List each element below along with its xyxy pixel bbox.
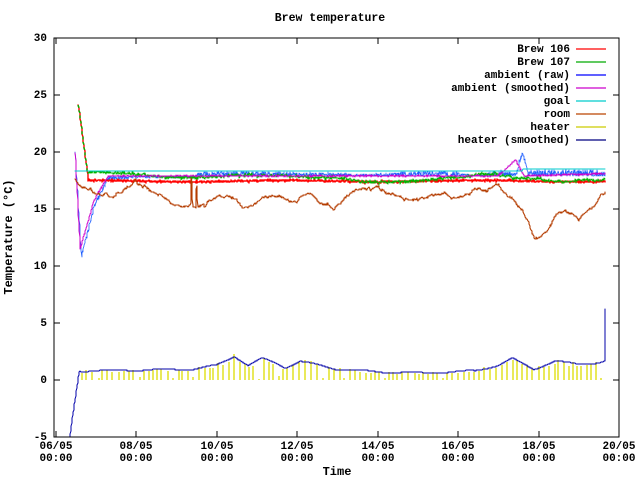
svg-text:00:00: 00:00 (280, 453, 313, 465)
svg-text:ambient (raw): ambient (raw) (484, 70, 570, 82)
svg-text:room: room (544, 109, 571, 121)
svg-text:Brew 106: Brew 106 (517, 44, 570, 56)
svg-text:5: 5 (40, 318, 47, 330)
svg-text:goal: goal (544, 96, 571, 108)
svg-text:Brew 107: Brew 107 (517, 57, 570, 69)
svg-text:14/05: 14/05 (361, 441, 394, 453)
svg-text:25: 25 (34, 90, 48, 102)
svg-text:00:00: 00:00 (602, 453, 635, 465)
svg-text:12/05: 12/05 (280, 441, 313, 453)
svg-text:06/05: 06/05 (39, 441, 72, 453)
svg-text:00:00: 00:00 (441, 453, 474, 465)
svg-text:Time: Time (323, 465, 352, 479)
svg-text:10: 10 (34, 261, 47, 273)
svg-text:30: 30 (34, 33, 47, 45)
svg-text:Brew temperature: Brew temperature (275, 12, 386, 25)
svg-text:20: 20 (34, 147, 47, 159)
svg-text:Temperature (°C): Temperature (°C) (2, 179, 16, 294)
svg-text:08/05: 08/05 (119, 441, 152, 453)
svg-text:ambient (smoothed): ambient (smoothed) (451, 83, 570, 95)
svg-text:heater (smoothed): heater (smoothed) (458, 135, 570, 147)
svg-text:00:00: 00:00 (119, 453, 152, 465)
svg-text:00:00: 00:00 (522, 453, 555, 465)
svg-text:18/05: 18/05 (522, 441, 555, 453)
svg-text:00:00: 00:00 (39, 453, 72, 465)
svg-text:0: 0 (40, 375, 47, 387)
svg-text:heater: heater (530, 122, 570, 134)
svg-text:15: 15 (34, 204, 48, 216)
svg-text:00:00: 00:00 (361, 453, 394, 465)
svg-text:00:00: 00:00 (200, 453, 233, 465)
svg-text:10/05: 10/05 (200, 441, 233, 453)
svg-text:16/05: 16/05 (441, 441, 474, 453)
svg-text:20/05: 20/05 (602, 441, 635, 453)
